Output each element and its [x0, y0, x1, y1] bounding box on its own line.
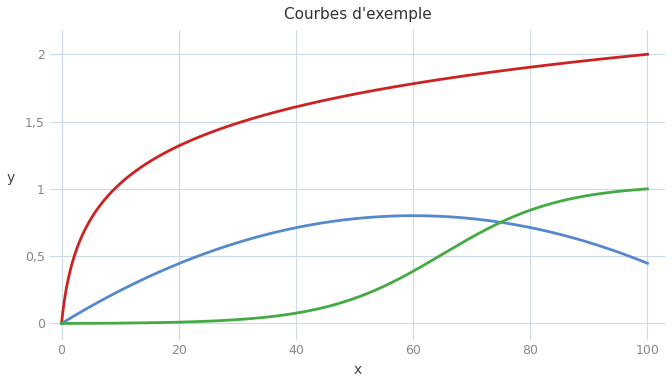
Y-axis label: y: y — [7, 171, 15, 185]
Title: Courbes d'exemple: Courbes d'exemple — [284, 7, 431, 22]
X-axis label: x: x — [353, 363, 362, 377]
